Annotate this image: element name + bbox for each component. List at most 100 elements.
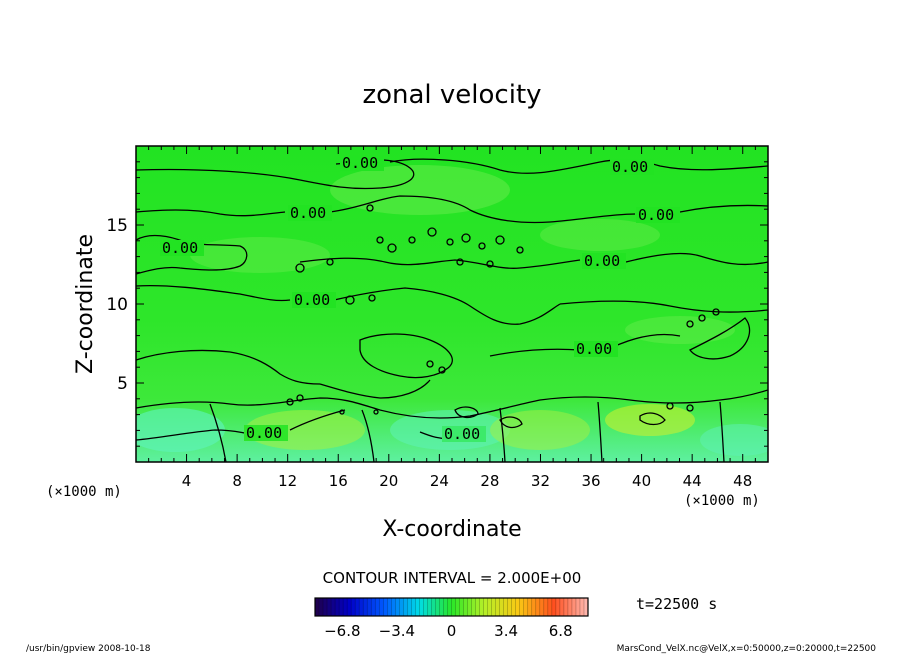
colorbar-cell — [543, 598, 549, 616]
contour-lines — [136, 158, 768, 462]
colorbar-cell — [491, 598, 497, 616]
time-label: t=22500 s — [636, 595, 717, 613]
colorbar-cell — [523, 598, 529, 616]
colorbar-cell — [511, 598, 517, 616]
x-tick-label: 36 — [581, 472, 600, 490]
colorbar-cell — [531, 598, 537, 616]
colorbar-cell — [411, 598, 416, 616]
colorbar-cell — [547, 598, 553, 616]
colorbar-tick-label: 3.4 — [494, 622, 518, 640]
footer-left: /usr/bin/gpview 2008-10-18 — [26, 644, 151, 654]
footer-right: MarsCond_VelX.nc@VelX,x=0:50000,z=0:2000… — [617, 644, 877, 654]
colorbar-cell — [559, 598, 565, 616]
colorbar-cell — [535, 598, 541, 616]
plot-area: 0.00 0.00 0.00 0.00 0.00 0.00 0.00 0.00 … — [135, 145, 769, 463]
colorbar-cell — [459, 598, 464, 616]
colorbar-cell — [467, 598, 472, 616]
colorbar-tick-label: −3.4 — [379, 622, 415, 640]
contour-label: 0.00 — [246, 424, 282, 442]
colorbar-cell — [339, 598, 344, 616]
colorbar-cell — [327, 598, 332, 616]
colorbar-cell — [555, 598, 561, 616]
colorbar-cell — [471, 598, 476, 616]
colorbar-cell — [475, 598, 481, 616]
contour-label: 0.00 — [612, 158, 648, 176]
colorbar-cell — [495, 598, 501, 616]
y-tick-label: 10 — [106, 295, 128, 315]
contour-label: 0.00 — [444, 425, 480, 443]
colorbar-cell — [347, 598, 352, 616]
colorbar-cell — [359, 598, 364, 616]
colorbar-cell — [519, 598, 525, 616]
colorbar-cell — [355, 598, 360, 616]
colorbar-cell — [363, 598, 368, 616]
colorbar-cell — [563, 598, 569, 616]
colorbar-cell — [435, 598, 440, 616]
colorbar-cell — [499, 598, 505, 616]
colorbar-cell — [403, 598, 408, 616]
colorbar-cell — [571, 598, 577, 616]
x-tick-label: 20 — [379, 472, 398, 490]
colorbar-cell — [399, 598, 404, 616]
colorbar-cell — [431, 598, 436, 616]
contour-label: 0.00 — [162, 239, 198, 257]
colorbar-cell — [579, 598, 585, 616]
colorbar-cell — [319, 598, 324, 616]
colorbar-cell — [391, 598, 396, 616]
colorbar-cell — [479, 598, 485, 616]
colorbar — [315, 598, 589, 616]
x-tick-label: 16 — [329, 472, 348, 490]
colorbar-cell — [387, 598, 392, 616]
colorbar-cell — [427, 598, 432, 616]
x-tick-label: 24 — [430, 472, 449, 490]
colorbar-tick-label: 0 — [447, 622, 457, 640]
colorbar-cell — [443, 598, 448, 616]
contour-label: 0.00 — [290, 204, 326, 222]
x-tick-label: 4 — [182, 472, 192, 490]
colorbar-frame — [314, 597, 589, 617]
contour-label: 0.00 — [638, 206, 674, 224]
x-tick-label: 44 — [683, 472, 702, 490]
colorbar-cell — [439, 598, 444, 616]
colorbar-cell — [419, 598, 424, 616]
colorbar-ticks: −6.8 −3.4 0 3.4 6.8 — [324, 622, 573, 640]
colorbar-cell — [455, 598, 460, 616]
x-tick-label: 8 — [232, 472, 242, 490]
colorbar-cell — [539, 598, 545, 616]
colorbar-cell — [527, 598, 533, 616]
colorbar-cell — [315, 598, 320, 616]
colorbar-cell — [323, 598, 328, 616]
x-tick-label: 12 — [278, 472, 297, 490]
x-axis-ticks: 4 8 12 16 20 24 28 32 36 40 44 48 — [148, 146, 756, 490]
y-axis-ticks: 5 10 15 — [106, 161, 768, 447]
colorbar-cell — [483, 598, 489, 616]
x-tick-label: 32 — [531, 472, 550, 490]
colorbar-cell — [463, 598, 468, 616]
colorbar-cell — [383, 598, 388, 616]
colorbar-cell — [367, 598, 372, 616]
colorbar-cell — [335, 598, 340, 616]
contour-label: 0.00 — [576, 340, 612, 358]
colorbar-cell — [407, 598, 412, 616]
colorbar-cell — [375, 598, 380, 616]
colorbar-cell — [515, 598, 521, 616]
contour-interval: CONTOUR INTERVAL = 2.000E+00 — [323, 569, 582, 587]
x-tick-label: 28 — [480, 472, 499, 490]
colorbar-cell — [331, 598, 336, 616]
colorbar-cell — [343, 598, 348, 616]
colorbar-cell — [423, 598, 428, 616]
contour-label: 0.00 — [294, 291, 330, 309]
x-tick-label: 48 — [733, 472, 752, 490]
x-unit-label-left: (×1000 m) — [46, 484, 122, 500]
colorbar-tick-label: −6.8 — [324, 622, 360, 640]
x-tick-label: 40 — [632, 472, 651, 490]
contour-labels: 0.00 0.00 0.00 0.00 0.00 0.00 0.00 0.00 … — [160, 154, 680, 443]
colorbar-cell — [507, 598, 513, 616]
contour-label: 0.00 — [584, 252, 620, 270]
colorbar-cell — [379, 598, 384, 616]
colorbar-cell — [371, 598, 376, 616]
colorbar-tick-label: 6.8 — [549, 622, 573, 640]
y-tick-label: 5 — [117, 374, 128, 394]
x-axis-label: X-coordinate — [382, 517, 521, 542]
